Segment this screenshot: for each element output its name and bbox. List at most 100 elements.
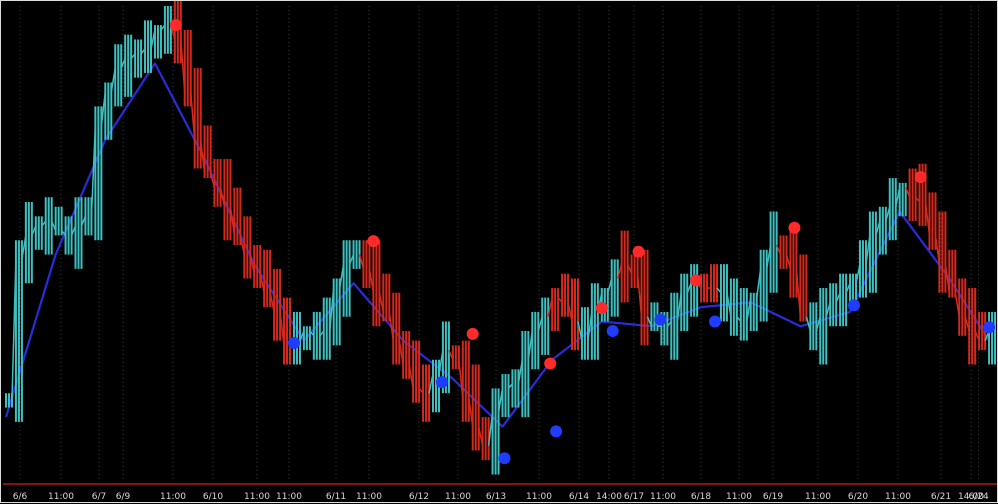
trough-marker [983,321,996,334]
trough-marker [550,425,563,438]
x-tick-label: 6/20 [848,492,868,502]
price-step [716,287,722,294]
trough-marker [654,313,667,326]
price-step [587,311,593,341]
price-step [249,254,255,274]
x-tick-label: 11:00 [356,492,382,502]
price-step [676,292,682,322]
price-step [160,24,166,31]
price-step [348,254,355,265]
price-step [636,273,643,317]
price-step [577,321,583,341]
price-step [746,297,752,322]
price-step [61,230,67,236]
price-step [21,235,27,260]
price-step [428,373,434,394]
price-step [904,187,911,198]
x-tick-label: 6/17 [624,492,644,502]
price-step [527,330,534,360]
price-step [755,268,762,298]
x-tick-label: 11:00 [276,492,302,502]
price-step [11,259,17,398]
price-step [805,316,812,332]
price-step [785,254,792,270]
price-step [726,292,732,317]
peak-marker [466,327,479,340]
price-step [448,349,454,361]
x-tick-label: 11:00 [160,492,186,502]
price-step [269,292,275,313]
price-step [487,412,494,446]
x-tick-label: 11:00 [885,492,911,502]
x-tick-label: 11:00 [805,492,831,502]
price-step [626,263,633,274]
price-step [120,58,126,69]
x-tick-label: 6/21 [931,492,951,502]
x-tick-label: 14:00 [958,492,984,502]
x-tick-label: 6/19 [763,492,783,502]
price-step [41,220,47,227]
x-tick-label: 6/13 [486,492,506,502]
x-tick-label: 6/10 [203,492,223,502]
price-step [815,316,821,332]
x-tick-label: 11:00 [48,492,74,502]
price-step [219,187,226,207]
x-tick-label: 6/11 [326,492,346,502]
price-step [557,297,563,303]
trough-marker [498,452,511,465]
peak-marker [595,302,608,315]
price-step [934,235,941,265]
x-tick-label: 11:00 [526,492,552,502]
peak-marker [632,245,645,258]
price-step [835,292,841,303]
price-step [477,426,484,446]
trough-marker [848,299,861,312]
price-step [537,316,543,332]
price-step [497,388,504,413]
peak-marker [914,171,927,184]
trough-marker [435,376,448,389]
price-step [378,292,385,313]
price-step [150,29,156,50]
price-step [358,254,365,270]
x-tick-label: 6/14 [569,492,589,502]
price-step [885,206,891,222]
price-step [408,364,414,389]
price-step [954,292,961,317]
x-tick-label: 6/12 [409,492,429,502]
price-step [795,268,802,317]
price-step [180,39,186,93]
trough-marker [287,336,300,349]
price-step [70,225,77,236]
x-tick-label: 11:00 [726,492,752,502]
x-tick-label: 6/24 [969,492,989,502]
price-step [388,311,395,341]
x-tick-label: 6/18 [691,492,711,502]
price-step [765,244,772,270]
x-tick-label: 11:00 [445,492,471,502]
price-step [517,359,524,384]
x-tick-label: 11:00 [650,492,676,502]
x-axis-tick-labels: 6/6 11:00 6/7 6/9 11:00 6/10 11:00 11:00 6/11 11:… [13,492,989,502]
price-step [468,397,474,427]
price-step [140,48,146,55]
price-step [567,302,573,322]
price-step [855,263,861,284]
price-step [199,139,206,174]
price-step [825,302,831,317]
price-step [239,235,246,255]
price-step [51,220,57,231]
price-step [616,263,623,279]
price-step [209,173,216,188]
price-step [507,383,514,389]
price-step [329,287,335,332]
price-step [915,196,921,203]
peak-marker [788,221,801,234]
price-step [130,53,136,60]
price-step [547,297,553,317]
x-tick-label: 14:00 [596,492,622,502]
price-step [398,340,404,365]
price-step [31,225,37,236]
